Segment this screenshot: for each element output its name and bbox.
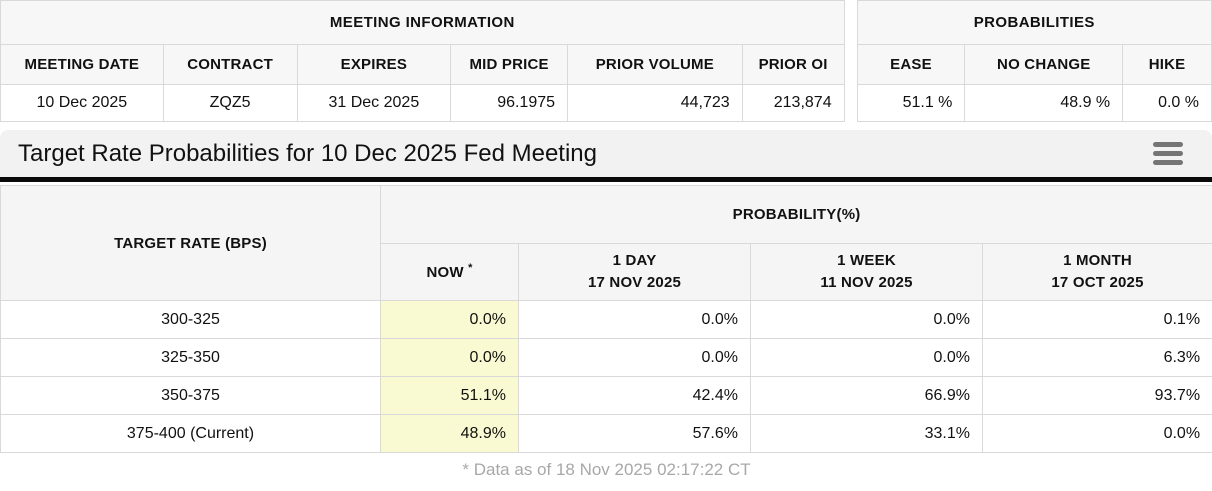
probabilities-title-row: PROBABILITIES (856, 0, 1212, 45)
one-week-probability: 66.9% (750, 376, 983, 415)
one-month-probability: 0.0% (981, 414, 1212, 453)
one-week-probability: 33.1% (750, 414, 983, 453)
group-header-row: TARGET RATE (BPS) PROBABILITY(%) (0, 185, 1212, 301)
ease-value: 51.1 % (856, 84, 966, 122)
rate-range-label: 350-375 (0, 376, 381, 415)
hamburger-bar (1153, 160, 1183, 165)
rate-range-label: 300-325 (0, 300, 381, 339)
one-day-label: 1 DAY (612, 252, 657, 270)
probability-pct-header: PROBABILITY(%) (379, 185, 1212, 244)
probabilities-table: PROBABILITIES EASE NO CHANGE HIKE 51.1 %… (856, 0, 1212, 122)
one-day-probability: 0.0% (518, 338, 751, 377)
one-month-label: 1 MONTH (1063, 252, 1132, 270)
meeting-information-table: MEETING INFORMATION MEETING DATE CONTRAC… (0, 0, 845, 122)
one-month-date: 17 OCT 2025 (1051, 274, 1144, 291)
target-rate-probability-table: TARGET RATE (BPS) PROBABILITY(%) NOW * 1… (0, 185, 1212, 487)
one-week-probability: 0.0% (750, 300, 983, 339)
target-rate-bps-header: TARGET RATE (BPS) (0, 185, 381, 301)
rate-range-label: 325-350 (0, 338, 381, 377)
contract-value: ZQZ5 (162, 84, 298, 122)
prior-volume-header: PRIOR VOLUME (567, 44, 743, 85)
one-day-probability: 0.0% (518, 300, 751, 339)
hamburger-bar (1153, 151, 1183, 156)
prior-volume-value: 44,723 (567, 84, 743, 122)
table-row: 350-375 51.1% 42.4% 66.9% 93.7% (0, 376, 1212, 415)
summary-tables-area: MEETING INFORMATION MEETING DATE CONTRAC… (0, 0, 1212, 122)
table-row: 325-350 0.0% 0.0% 0.0% 6.3% (0, 338, 1212, 377)
one-week-probability: 0.0% (750, 338, 983, 377)
hike-value: 0.0 % (1122, 84, 1212, 122)
one-week-date: 11 NOV 2025 (820, 274, 913, 291)
expires-value: 31 Dec 2025 (296, 84, 452, 122)
probabilities-header-row: EASE NO CHANGE HIKE (856, 44, 1212, 85)
probabilities-title: PROBABILITIES (856, 0, 1212, 45)
hamburger-menu-icon[interactable] (1151, 140, 1185, 167)
one-month-column-header: 1 MONTH 17 OCT 2025 (981, 243, 1212, 301)
now-probability: 51.1% (380, 376, 519, 415)
meeting-information-header-row: MEETING DATE CONTRACT EXPIRES MID PRICE … (0, 44, 845, 85)
no-change-header: NO CHANGE (964, 44, 1124, 85)
footnote-asterisk: * (468, 261, 473, 274)
one-day-probability: 57.6% (518, 414, 751, 453)
one-week-label: 1 WEEK (837, 252, 896, 270)
now-column-header: NOW * (380, 243, 519, 301)
prior-oi-value: 213,874 (741, 84, 845, 122)
probabilities-value-row: 51.1 % 48.9 % 0.0 % (856, 84, 1212, 122)
now-probability: 48.9% (380, 414, 519, 453)
mid-price-header: MID PRICE (450, 44, 569, 85)
meeting-information-title-row: MEETING INFORMATION (0, 0, 845, 45)
meeting-information-value-row: 10 Dec 2025 ZQZ5 31 Dec 2025 96.1975 44,… (0, 84, 845, 122)
prior-oi-header: PRIOR OI (741, 44, 845, 85)
meeting-information-title: MEETING INFORMATION (0, 0, 845, 45)
meeting-date-value: 10 Dec 2025 (0, 84, 164, 122)
one-month-probability: 0.1% (981, 300, 1212, 339)
page-title: Target Rate Probabilities for 10 Dec 202… (18, 139, 597, 167)
footnote-row: * Data as of 18 Nov 2025 02:17:22 CT (0, 452, 1212, 487)
one-month-probability: 6.3% (981, 338, 1212, 377)
mid-price-value: 96.1975 (450, 84, 569, 122)
table-row: 375-400 (Current) 48.9% 57.6% 33.1% 0.0% (0, 414, 1212, 453)
one-day-date: 17 NOV 2025 (587, 274, 682, 291)
data-as-of-footnote: * Data as of 18 Nov 2025 02:17:22 CT (0, 452, 1212, 487)
meeting-date-header: MEETING DATE (0, 44, 164, 85)
expires-header: EXPIRES (296, 44, 452, 85)
hamburger-bar (1153, 142, 1183, 147)
hike-header: HIKE (1122, 44, 1212, 85)
now-probability: 0.0% (380, 338, 519, 377)
contract-header: CONTRACT (162, 44, 298, 85)
ease-header: EASE (856, 44, 966, 85)
one-month-probability: 93.7% (981, 376, 1212, 415)
one-week-column-header: 1 WEEK 11 NOV 2025 (750, 243, 983, 301)
one-day-probability: 42.4% (518, 376, 751, 415)
one-day-column-header: 1 DAY 17 NOV 2025 (518, 243, 751, 301)
sub-header-row: NOW * 1 DAY 17 NOV 2025 1 WEEK 11 NOV 20… (1, 243, 1212, 301)
now-probability: 0.0% (380, 300, 519, 339)
table-row: 300-325 0.0% 0.0% 0.0% 0.1% (0, 300, 1212, 339)
no-change-value: 48.9 % (964, 84, 1124, 122)
chart-title-bar: Target Rate Probabilities for 10 Dec 202… (0, 130, 1212, 182)
rate-range-label: 375-400 (Current) (0, 414, 381, 453)
